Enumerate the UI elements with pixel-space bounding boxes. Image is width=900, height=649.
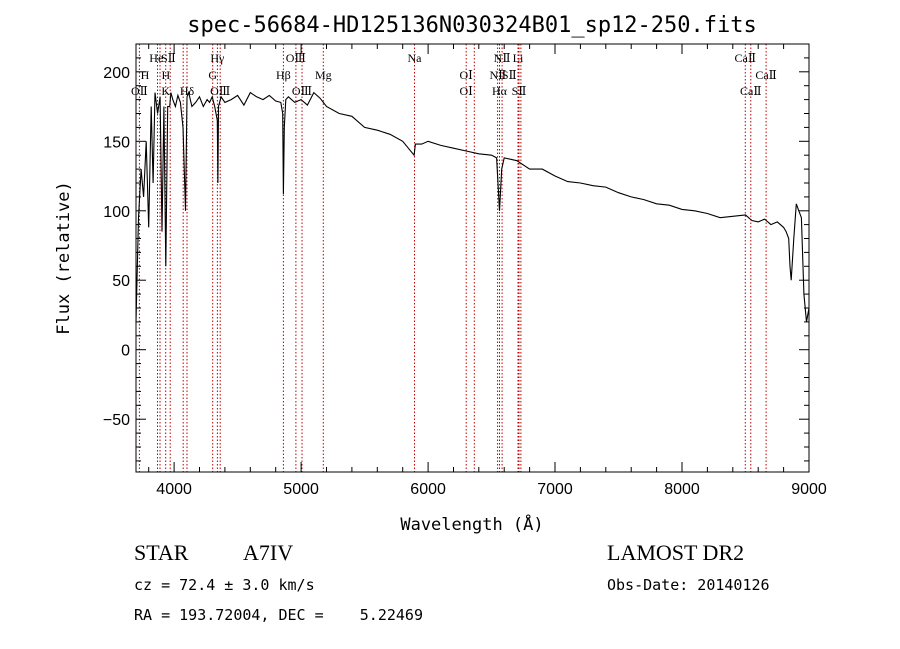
line-label: Hγ [210, 51, 225, 65]
line-label: Na [408, 51, 423, 65]
line-label: CaⅡ [740, 84, 762, 98]
x-tick-label: 7000 [537, 481, 573, 498]
line-label: Hβ [276, 68, 291, 82]
line-label: Li [513, 51, 524, 65]
y-tick-label: 150 [103, 134, 130, 151]
line-label: OⅡ [131, 84, 148, 98]
line-label: OⅠ [459, 84, 473, 98]
line-label: H [161, 68, 170, 82]
y-tick-label: −50 [103, 412, 130, 429]
x-tick-label: 9000 [791, 481, 827, 498]
object-class: STAR [134, 540, 189, 565]
ra-dec: RA = 193.72004, DEC = 5.22469 [134, 606, 423, 624]
line-label: SⅡ [512, 84, 527, 98]
line-label: K [161, 84, 170, 98]
y-axis-ticks: −50 0 50 100 150 200 [103, 57, 809, 462]
x-axis-ticks: 4000 5000 6000 7000 8000 9000 [148, 44, 827, 498]
line-label: He [149, 51, 163, 65]
y-tick-label: 200 [103, 65, 130, 82]
line-label: H [141, 68, 150, 82]
line-label: G [208, 68, 217, 82]
line-label: OⅠ [459, 68, 473, 82]
redshift-cz: cz = 72.4 ± 3.0 km/s [134, 576, 315, 594]
line-label: SⅡ [161, 51, 176, 65]
line-label: OⅢ [286, 51, 306, 65]
obs-date: Obs-Date: 20140126 [607, 576, 770, 594]
x-tick-label: 5000 [283, 481, 319, 498]
line-label: SⅡ [502, 68, 517, 82]
y-axis-label: Flux (relative) [54, 181, 74, 335]
plot-frame [135, 43, 810, 473]
line-label: Mg [315, 68, 332, 82]
y-tick-label: 0 [121, 343, 130, 360]
y-tick-label: 50 [112, 273, 130, 290]
spectrum-line [135, 90, 810, 322]
y-tick-label: 100 [103, 204, 130, 221]
line-label: CaⅡ [735, 51, 757, 65]
object-subclass: A7IV [243, 540, 293, 565]
x-tick-label: 6000 [410, 481, 446, 498]
x-tick-label: 8000 [664, 481, 700, 498]
line-label: NⅡ [489, 68, 506, 82]
x-axis-label: Wavelength (Å) [400, 513, 543, 535]
line-label: Hδ [180, 84, 195, 98]
line-label: OⅢ [292, 84, 312, 98]
line-label: CaⅡ [755, 68, 777, 82]
line-label: Hα [492, 84, 508, 98]
x-tick-label: 4000 [156, 481, 192, 498]
line-label: OⅢ [210, 84, 230, 98]
spectrum-series [135, 90, 810, 322]
line-label: NⅡ [494, 51, 511, 65]
line-markers [138, 44, 767, 472]
chart-title: spec-56684-HD125136N030324B01_sp12-250.f… [187, 13, 757, 38]
survey-name: LAMOST DR2 [607, 540, 744, 565]
